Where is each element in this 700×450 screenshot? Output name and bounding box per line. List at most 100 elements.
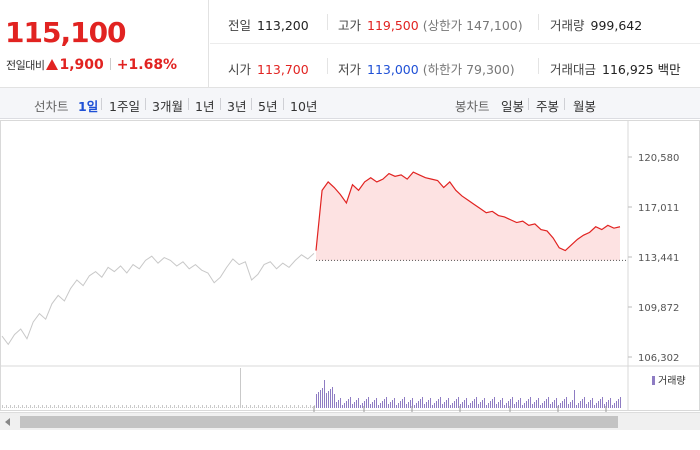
volume-bar <box>256 407 257 408</box>
scroll-thumb[interactable] <box>20 416 618 428</box>
volume-bar <box>118 405 119 408</box>
volume-bar <box>550 404 551 408</box>
tab-weekly-candle[interactable]: 주봉 <box>536 99 560 114</box>
volume-bar <box>218 405 219 408</box>
divider <box>145 98 146 110</box>
volume-bar <box>428 400 429 408</box>
volume-bar <box>376 398 377 408</box>
tab-3years[interactable]: 3년 <box>227 99 247 114</box>
volume-bar <box>178 405 179 408</box>
tab-1year[interactable]: 1년 <box>195 99 215 114</box>
tab-1week[interactable]: 1주일 <box>109 99 140 114</box>
candle-chart-label: 봉차트 <box>455 99 490 114</box>
volume-bar <box>568 404 569 408</box>
volume-bar <box>142 405 143 408</box>
volume-bar <box>56 407 57 408</box>
volume-bar <box>226 405 227 408</box>
volume-bar <box>600 399 601 408</box>
volume-bar <box>326 393 327 408</box>
volume-bar <box>18 405 19 408</box>
volume-bar <box>92 407 93 408</box>
volume-bar <box>594 405 595 408</box>
volume-bar <box>76 407 77 408</box>
volume-bar <box>354 402 355 408</box>
divider <box>538 58 539 74</box>
volume-bar <box>16 407 17 408</box>
volume-bar <box>106 405 107 408</box>
volume-bar <box>112 407 113 408</box>
volume-bar <box>228 407 229 408</box>
today-price-line <box>315 171 621 252</box>
volume-bar <box>466 398 467 408</box>
volume-bar <box>128 407 129 408</box>
stats-row-1: 전일 113,200 고가 119,500 (상한가 147,100) 거래량 999,… <box>210 0 700 44</box>
volume-bar <box>64 407 65 408</box>
volume-bar <box>272 407 273 408</box>
volume-bar <box>204 407 205 408</box>
volume-bar <box>164 407 165 408</box>
volume-bar <box>592 398 593 408</box>
volume-bar <box>434 403 435 408</box>
volume-bar <box>554 400 555 408</box>
volume-bar <box>280 407 281 408</box>
volume-bar <box>564 399 565 408</box>
volume-bar <box>458 397 459 408</box>
stat-prev-close: 전일 113,200 <box>228 15 309 34</box>
volume-bar <box>480 402 481 408</box>
y-tick-label: 109,872 <box>638 303 679 314</box>
tab-daily-candle[interactable]: 일봉 <box>501 99 525 114</box>
volume-bar <box>116 407 117 408</box>
volume-bar <box>8 407 9 408</box>
volume-bar <box>438 399 439 408</box>
current-price: 115,100 <box>5 16 127 49</box>
volume-bar <box>264 407 265 408</box>
stat-volume: 거래량 999,642 <box>550 15 642 34</box>
volume-bar <box>506 403 507 408</box>
volume-bar <box>34 405 35 408</box>
volume-bar <box>214 405 215 408</box>
volume-bar <box>580 401 581 408</box>
volume-bar <box>216 407 217 408</box>
volume-bar <box>406 404 407 408</box>
volume-bar <box>144 407 145 408</box>
tab-3months[interactable]: 3개월 <box>152 99 183 114</box>
volume-bar <box>500 400 501 408</box>
divider <box>327 14 328 30</box>
volume-bar <box>392 400 393 408</box>
volume-bar <box>156 407 157 408</box>
change-value: 1,900 <box>59 57 104 73</box>
volume-bar <box>606 402 607 408</box>
volume-bar <box>100 407 101 408</box>
volume-bar <box>222 405 223 408</box>
volume-bar <box>588 402 589 408</box>
volume-bar <box>86 405 87 408</box>
volume-bar <box>258 405 259 408</box>
volume-bar <box>486 405 487 408</box>
chart-frame <box>0 120 700 411</box>
volume-bar <box>414 405 415 408</box>
volume-bar <box>352 404 353 408</box>
volume-bar <box>146 405 147 408</box>
chart-scrollbar[interactable] <box>0 412 700 430</box>
scroll-left-icon[interactable] <box>5 418 10 426</box>
volume-bar <box>132 407 133 408</box>
volume-bar <box>238 405 239 408</box>
volume-bar <box>502 398 503 408</box>
tab-10years[interactable]: 10년 <box>290 99 318 114</box>
divider <box>101 98 102 110</box>
volume-bar <box>188 407 189 408</box>
volume-bar <box>192 407 193 408</box>
volume-bar <box>584 397 585 408</box>
volume-bar <box>114 405 115 408</box>
volume-bar <box>348 399 349 408</box>
volume-bar <box>468 405 469 408</box>
tab-1day[interactable]: 1일 <box>78 99 99 114</box>
stat-value: 999,642 <box>590 18 643 33</box>
volume-bar <box>182 405 183 408</box>
tab-monthly-candle[interactable]: 월봉 <box>573 99 597 114</box>
tab-5years[interactable]: 5년 <box>258 99 278 114</box>
volume-bar <box>240 368 241 408</box>
volume-bar <box>46 405 47 408</box>
volume-bar <box>28 407 29 408</box>
volume-bar <box>152 407 153 408</box>
